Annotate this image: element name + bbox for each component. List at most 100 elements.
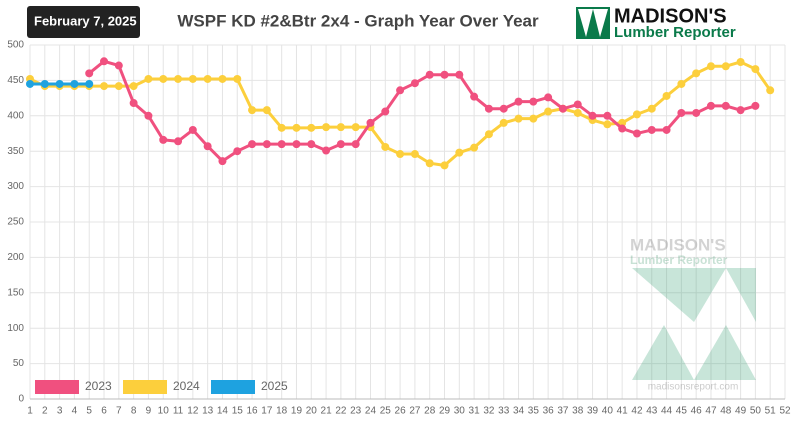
point	[322, 123, 331, 132]
point	[440, 70, 449, 79]
point	[174, 137, 183, 146]
legend-label: 2023	[85, 379, 112, 393]
point	[455, 148, 464, 157]
x-tick-label: 33	[498, 406, 510, 417]
point	[70, 79, 79, 88]
x-tick-label: 20	[306, 406, 318, 417]
legend-swatch	[211, 380, 255, 394]
x-tick-label: 46	[691, 406, 703, 417]
x-tick-label: 40	[602, 406, 614, 417]
point	[647, 125, 656, 134]
logo-icon-shape	[578, 9, 608, 37]
point	[514, 97, 523, 106]
x-tick-label: 34	[513, 406, 525, 417]
watermark-shape	[632, 325, 756, 380]
x-tick-label: 49	[735, 406, 747, 417]
y-tick-label: 100	[7, 323, 24, 334]
legend-swatch	[35, 380, 79, 394]
x-tick-label: 32	[483, 406, 495, 417]
date: February 7, 2025	[34, 13, 137, 28]
point	[573, 100, 582, 109]
series	[85, 57, 760, 166]
point	[396, 86, 405, 95]
logo-name: MADISON'S	[614, 5, 727, 27]
point	[529, 97, 538, 106]
point	[736, 57, 745, 66]
point	[751, 65, 760, 74]
x-tick-label: 5	[86, 406, 92, 417]
point	[484, 130, 493, 139]
point	[307, 123, 316, 132]
x-tick-label: 50	[750, 406, 762, 417]
x-tick-label: 39	[587, 406, 599, 417]
point	[218, 74, 227, 83]
point	[618, 124, 627, 133]
point	[396, 150, 405, 159]
point	[632, 110, 641, 119]
x-tick-label: 38	[572, 406, 584, 417]
point	[662, 125, 671, 134]
logo-subtitle: Lumber Reporter	[614, 24, 736, 41]
point	[114, 61, 123, 70]
point	[662, 91, 671, 100]
x-tick-label: 6	[101, 406, 107, 417]
watermark-subtitle: Lumber Reporter	[630, 253, 728, 267]
legend-label: 2025	[261, 379, 288, 393]
legend-swatch	[123, 380, 167, 394]
x-tick-label: 42	[631, 406, 643, 417]
series-line	[88, 59, 756, 164]
point	[351, 140, 360, 149]
x-tick-label: 27	[409, 406, 421, 417]
point	[751, 101, 760, 110]
point	[174, 74, 183, 83]
point	[203, 142, 212, 151]
point	[248, 106, 257, 115]
y-tick-label: 350	[7, 146, 24, 157]
y-tick-label: 400	[7, 110, 24, 121]
point	[292, 123, 301, 132]
x-tick-label: 3	[57, 406, 63, 417]
point	[706, 101, 715, 110]
point	[766, 86, 775, 95]
point	[603, 120, 612, 129]
x-tick-label: 47	[705, 406, 717, 417]
x-tick-label: 51	[765, 406, 777, 417]
x-tick-label: 21	[321, 406, 333, 417]
point	[425, 70, 434, 79]
x-tick-label: 35	[528, 406, 540, 417]
point	[85, 69, 94, 78]
point	[277, 140, 286, 149]
point	[336, 140, 345, 149]
point	[381, 107, 390, 116]
point	[499, 104, 508, 113]
x-tick-label: 37	[557, 406, 569, 417]
series	[26, 79, 94, 88]
date-box	[27, 6, 140, 38]
point	[455, 70, 464, 79]
x-tick-label: 26	[395, 406, 407, 417]
point	[677, 108, 686, 117]
point	[410, 150, 419, 159]
point	[573, 108, 582, 117]
y-tick-label: 150	[7, 287, 24, 298]
watermark: MADISON'S Lumber Reporter madisonsreport…	[630, 235, 756, 393]
x-tick-label: 43	[646, 406, 658, 417]
point	[529, 114, 538, 123]
x-tick-label: 12	[187, 406, 199, 417]
legend: 2023 2024 2025	[35, 379, 288, 394]
x-tick-label: 44	[661, 406, 673, 417]
y-tick-label: 200	[7, 252, 24, 263]
point	[544, 107, 553, 116]
x-tick-label: 45	[676, 406, 688, 417]
x-tick-label: 48	[720, 406, 732, 417]
point	[159, 135, 168, 144]
y-tick-label: 450	[7, 75, 24, 86]
point	[558, 104, 567, 113]
y-tick-label: 50	[13, 358, 25, 369]
x-tick-label: 29	[439, 406, 451, 417]
x-tick-label: 28	[424, 406, 436, 417]
point	[425, 159, 434, 168]
point	[100, 82, 109, 91]
x-tick-label: 4	[72, 406, 78, 417]
point	[692, 69, 701, 78]
